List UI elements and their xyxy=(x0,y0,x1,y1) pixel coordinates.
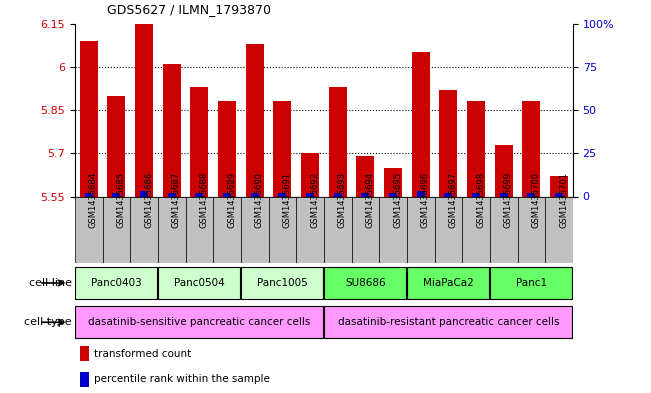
Bar xyxy=(273,101,292,196)
Text: GSM1435694: GSM1435694 xyxy=(365,172,374,228)
Bar xyxy=(223,193,231,196)
Text: dasatinib-resistant pancreatic cancer cells: dasatinib-resistant pancreatic cancer ce… xyxy=(338,317,559,327)
Bar xyxy=(435,196,462,263)
Bar xyxy=(85,193,92,196)
Text: percentile rank within the sample: percentile rank within the sample xyxy=(94,374,270,384)
Text: GSM1435689: GSM1435689 xyxy=(227,172,236,228)
Bar xyxy=(158,196,186,263)
Bar xyxy=(130,196,158,263)
Text: MiaPaCa2: MiaPaCa2 xyxy=(423,278,474,288)
Bar xyxy=(500,193,508,196)
Bar xyxy=(411,52,430,196)
Bar xyxy=(490,267,572,299)
Bar xyxy=(545,196,573,263)
Text: GSM1435685: GSM1435685 xyxy=(117,172,126,228)
Bar xyxy=(329,87,347,196)
Bar xyxy=(76,307,324,338)
Bar xyxy=(384,168,402,196)
Text: GSM1435684: GSM1435684 xyxy=(89,172,98,228)
Text: Panc1005: Panc1005 xyxy=(257,278,308,288)
Bar xyxy=(361,193,369,196)
Text: Panc0403: Panc0403 xyxy=(91,278,142,288)
Bar xyxy=(462,196,490,263)
Text: GSM1435686: GSM1435686 xyxy=(144,172,153,228)
Bar xyxy=(324,307,572,338)
Bar xyxy=(251,193,258,196)
Text: GSM1435701: GSM1435701 xyxy=(559,172,568,228)
Text: transformed count: transformed count xyxy=(94,349,191,359)
Text: GSM1435698: GSM1435698 xyxy=(476,172,485,228)
Bar xyxy=(75,196,103,263)
Text: GSM1435692: GSM1435692 xyxy=(310,172,319,228)
Bar xyxy=(268,196,296,263)
Bar xyxy=(550,176,568,196)
Bar xyxy=(522,101,540,196)
Bar xyxy=(218,101,236,196)
Bar xyxy=(356,156,374,196)
Text: GSM1435691: GSM1435691 xyxy=(283,172,292,228)
Bar xyxy=(186,196,213,263)
Bar xyxy=(79,41,98,196)
Text: GSM1435690: GSM1435690 xyxy=(255,172,264,228)
Bar xyxy=(389,193,397,196)
Bar xyxy=(80,371,89,387)
Bar xyxy=(242,267,324,299)
Bar xyxy=(445,193,452,196)
Bar xyxy=(518,196,545,263)
Bar xyxy=(296,196,324,263)
Bar xyxy=(241,196,269,263)
Text: cell type: cell type xyxy=(24,317,72,327)
Text: GSM1435697: GSM1435697 xyxy=(449,172,458,228)
Bar xyxy=(472,193,480,196)
Bar xyxy=(301,153,319,196)
Bar xyxy=(190,87,208,196)
Text: GDS5627 / ILMN_1793870: GDS5627 / ILMN_1793870 xyxy=(107,3,271,16)
Bar xyxy=(324,196,352,263)
Bar xyxy=(76,267,158,299)
Bar xyxy=(352,196,379,263)
Bar xyxy=(103,196,130,263)
Text: Panc1: Panc1 xyxy=(516,278,547,288)
Bar xyxy=(163,64,181,196)
Bar xyxy=(555,193,563,196)
Bar xyxy=(379,196,407,263)
Text: GSM1435695: GSM1435695 xyxy=(393,172,402,228)
Bar xyxy=(417,191,424,196)
Bar xyxy=(408,267,490,299)
Text: SU8686: SU8686 xyxy=(345,278,385,288)
Bar xyxy=(527,193,535,196)
Bar xyxy=(490,196,518,263)
Text: cell line: cell line xyxy=(29,278,72,288)
Text: GSM1435699: GSM1435699 xyxy=(504,172,513,228)
Text: GSM1435696: GSM1435696 xyxy=(421,172,430,228)
Bar xyxy=(140,191,148,196)
Bar xyxy=(324,267,406,299)
Bar xyxy=(334,193,342,196)
Bar xyxy=(495,145,513,196)
Text: dasatinib-sensitive pancreatic cancer cells: dasatinib-sensitive pancreatic cancer ce… xyxy=(88,317,311,327)
Bar xyxy=(467,101,485,196)
Bar xyxy=(135,24,153,196)
Bar xyxy=(168,193,176,196)
Bar xyxy=(80,346,89,361)
Bar xyxy=(158,267,240,299)
Bar xyxy=(245,44,264,196)
Bar xyxy=(195,193,203,196)
Bar xyxy=(306,193,314,196)
Bar xyxy=(407,196,435,263)
Text: GSM1435687: GSM1435687 xyxy=(172,172,181,228)
Bar xyxy=(279,193,286,196)
Bar xyxy=(213,196,241,263)
Bar xyxy=(107,95,126,196)
Text: GSM1435693: GSM1435693 xyxy=(338,172,347,228)
Bar xyxy=(439,90,458,196)
Text: Panc0504: Panc0504 xyxy=(174,278,225,288)
Bar xyxy=(113,193,120,196)
Text: GSM1435700: GSM1435700 xyxy=(531,172,540,228)
Text: GSM1435688: GSM1435688 xyxy=(199,172,208,228)
